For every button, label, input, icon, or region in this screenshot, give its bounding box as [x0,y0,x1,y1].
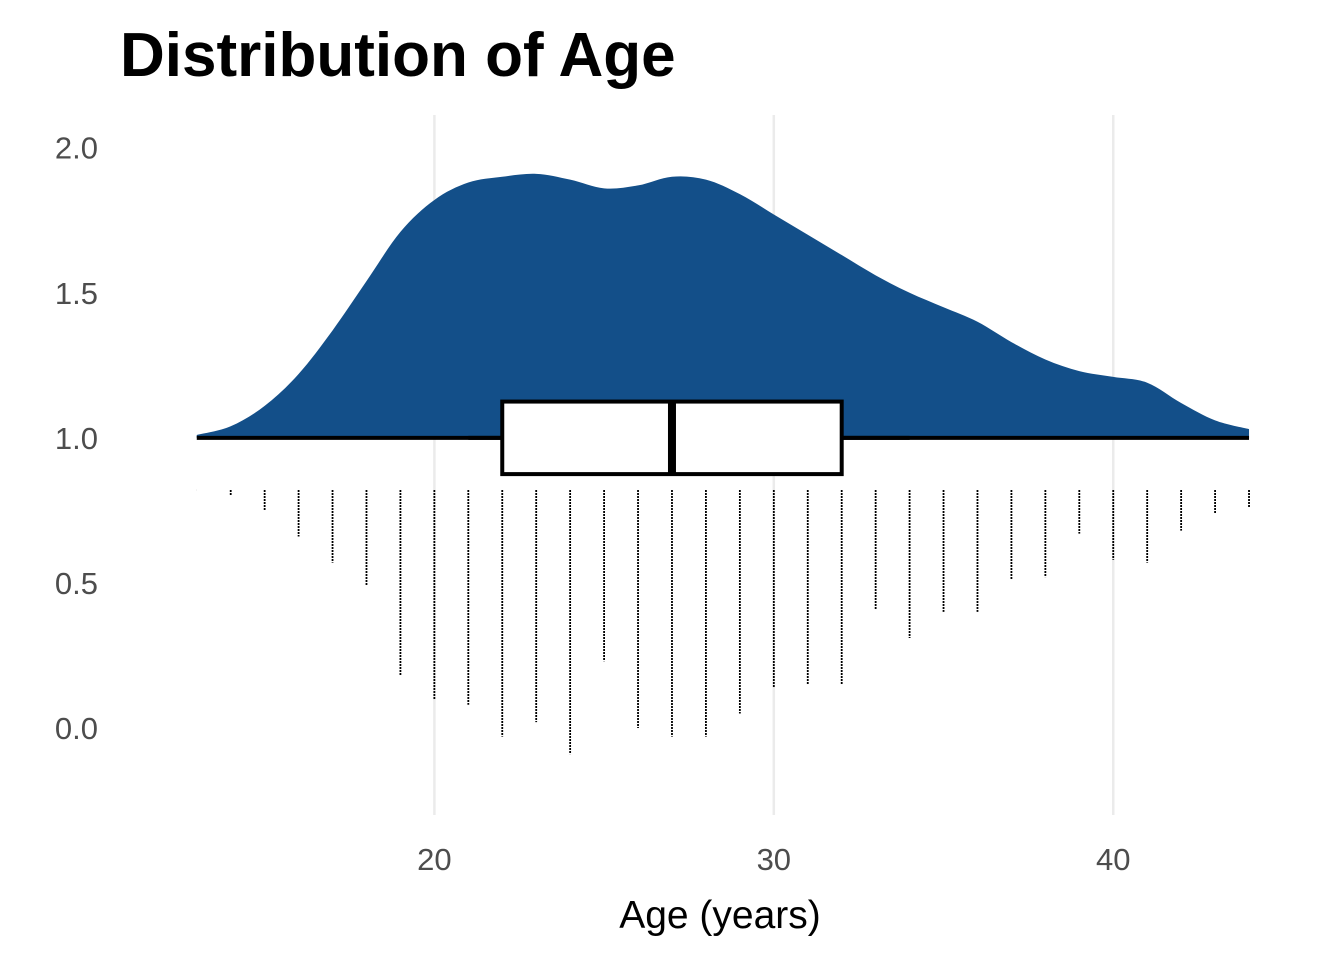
y-tick-label: 0.0 [55,711,98,746]
x-tick-label: 30 [757,842,791,877]
density-area [196,173,1250,438]
x-tick-label: 40 [1096,842,1130,877]
y-tick-label: 1.0 [55,421,98,456]
x-axis-ticks: 20 30 40 [417,842,1130,877]
rain-lines [229,490,1250,755]
x-tick-label: 20 [417,842,451,877]
y-tick-label: 1.5 [55,276,98,311]
boxplot [468,399,910,477]
y-axis-ticks: 0.0 0.5 1.0 1.5 2.0 [55,131,98,746]
y-tick-label: 0.5 [55,566,98,601]
y-tick-label: 2.0 [55,131,98,166]
chart-title: Distribution of Age [120,21,676,90]
density-layer [196,173,1250,440]
x-axis-label: Age (years) [619,894,821,937]
